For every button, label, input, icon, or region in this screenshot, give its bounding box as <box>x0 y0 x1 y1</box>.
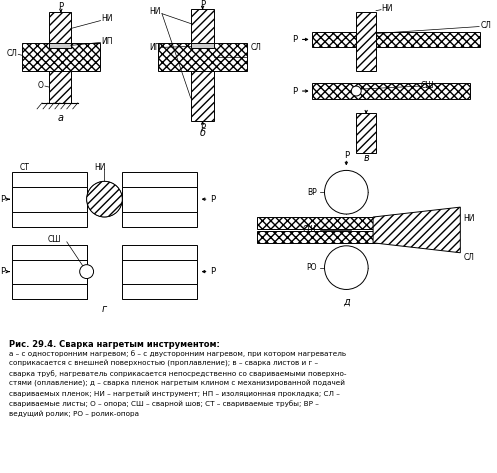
Text: ВР: ВР <box>307 188 317 197</box>
Bar <box>49 12 71 61</box>
Text: Рис. 29.4. Сварка нагретым инструментом:: Рис. 29.4. Сварка нагретым инструментом: <box>9 340 220 349</box>
Circle shape <box>325 246 368 289</box>
Text: д: д <box>343 297 350 307</box>
Text: СШ: СШ <box>47 236 61 245</box>
Text: СТ: СТ <box>19 163 29 172</box>
Bar <box>257 217 440 229</box>
Text: Р: Р <box>0 267 5 276</box>
Bar <box>191 9 215 58</box>
Bar <box>312 32 356 47</box>
Circle shape <box>86 181 122 217</box>
Text: СШ: СШ <box>420 80 434 89</box>
Text: Р: Р <box>0 195 5 204</box>
Circle shape <box>351 86 361 96</box>
Text: соприкасается с внешней поверхностью (проплавление); в – сварка листов и г –: соприкасается с внешней поверхностью (пр… <box>9 360 319 368</box>
Text: ИП: ИП <box>150 43 161 52</box>
Bar <box>356 12 376 71</box>
Text: ведущий ролик; РО – ролик-опора: ведущий ролик; РО – ролик-опора <box>9 410 139 417</box>
Text: РО: РО <box>306 263 317 272</box>
Text: Р: Р <box>200 123 205 132</box>
Text: Р: Р <box>211 267 216 276</box>
Bar <box>12 245 86 299</box>
Bar <box>312 83 470 99</box>
Text: СЛ: СЛ <box>250 43 261 52</box>
Text: ИП: ИП <box>101 37 113 46</box>
Bar <box>12 260 86 284</box>
Text: Р: Р <box>211 195 216 204</box>
Text: Р: Р <box>292 87 297 96</box>
Text: НИ: НИ <box>94 163 105 172</box>
Text: сварка труб, нагреватель соприкасается непосредственно со свариваемыми поверхно-: сварка труб, нагреватель соприкасается н… <box>9 370 347 377</box>
Text: НИ: НИ <box>150 7 161 16</box>
Text: НИ: НИ <box>381 4 393 13</box>
Bar <box>257 231 440 243</box>
Text: СШ: СШ <box>303 226 317 235</box>
Bar <box>122 245 197 299</box>
Text: НИ: НИ <box>463 214 475 223</box>
Text: Р: Р <box>200 0 205 9</box>
Bar <box>122 172 197 227</box>
Text: а: а <box>58 113 64 123</box>
Text: СЛ: СЛ <box>463 253 474 262</box>
Polygon shape <box>373 207 460 253</box>
Bar <box>376 32 480 47</box>
Bar <box>158 44 247 71</box>
Text: в: в <box>363 152 369 163</box>
Text: СЛ: СЛ <box>6 49 17 58</box>
Text: НИ: НИ <box>101 14 113 23</box>
Text: Р: Р <box>344 151 349 160</box>
Bar <box>191 71 215 121</box>
Bar <box>49 71 71 103</box>
Text: СЛ: СЛ <box>480 21 491 30</box>
Bar <box>356 113 376 153</box>
Text: стями (оплавление); д – сварка пленок нагретым клином с механизированной подачей: стями (оплавление); д – сварка пленок на… <box>9 380 345 387</box>
Bar <box>122 187 197 212</box>
Bar <box>12 172 86 227</box>
Circle shape <box>80 265 93 279</box>
Bar <box>49 44 71 48</box>
Text: г: г <box>102 304 107 314</box>
Text: свариваемых пленок; НИ – нагретый инструмент; НП – изоляционная прокладка; СЛ –: свариваемых пленок; НИ – нагретый инстру… <box>9 390 340 397</box>
Text: Р: Р <box>292 35 297 44</box>
Text: О: О <box>38 80 44 89</box>
Bar <box>122 260 197 284</box>
Text: б: б <box>200 128 206 138</box>
Bar <box>12 187 86 212</box>
Circle shape <box>325 170 368 214</box>
Text: а – с односторонним нагревом; б – с двусторонним нагревом, при котором нагревате: а – с односторонним нагревом; б – с двус… <box>9 350 346 358</box>
Bar <box>191 44 215 48</box>
Text: Р: Р <box>58 2 64 11</box>
Bar <box>22 44 99 71</box>
Text: свариваемые листы; О – опора; СШ – сварной шов; СТ – свариваемые трубы; ВР –: свариваемые листы; О – опора; СШ – сварн… <box>9 400 319 407</box>
